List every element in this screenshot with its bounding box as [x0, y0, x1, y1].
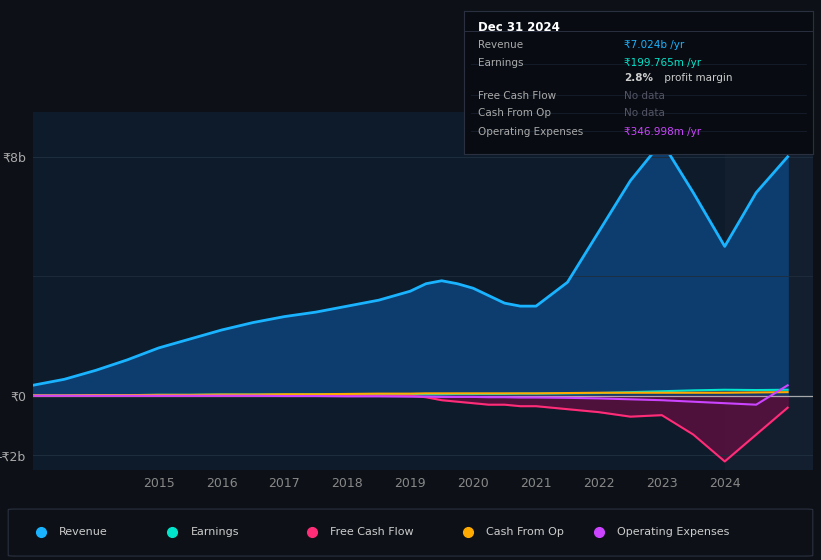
- Text: ₹199.765m /yr: ₹199.765m /yr: [624, 58, 701, 68]
- FancyBboxPatch shape: [8, 509, 813, 556]
- Text: Revenue: Revenue: [59, 527, 108, 537]
- Text: Operating Expenses: Operating Expenses: [617, 527, 730, 537]
- Text: ₹7.024b /yr: ₹7.024b /yr: [624, 40, 685, 50]
- Text: profit margin: profit margin: [661, 73, 732, 83]
- Text: Free Cash Flow: Free Cash Flow: [330, 527, 414, 537]
- Text: No data: No data: [624, 108, 665, 118]
- Text: No data: No data: [624, 91, 665, 101]
- Text: Cash From Op: Cash From Op: [478, 108, 551, 118]
- Text: Free Cash Flow: Free Cash Flow: [478, 91, 556, 101]
- Bar: [725, 112, 813, 470]
- Text: Dec 31 2024: Dec 31 2024: [478, 21, 560, 34]
- Text: ₹346.998m /yr: ₹346.998m /yr: [624, 127, 701, 137]
- Text: Cash From Op: Cash From Op: [486, 527, 564, 537]
- Text: Earnings: Earnings: [190, 527, 239, 537]
- Text: 2.8%: 2.8%: [624, 73, 654, 83]
- Text: Earnings: Earnings: [478, 58, 523, 68]
- Text: Revenue: Revenue: [478, 40, 523, 50]
- Text: Operating Expenses: Operating Expenses: [478, 127, 583, 137]
